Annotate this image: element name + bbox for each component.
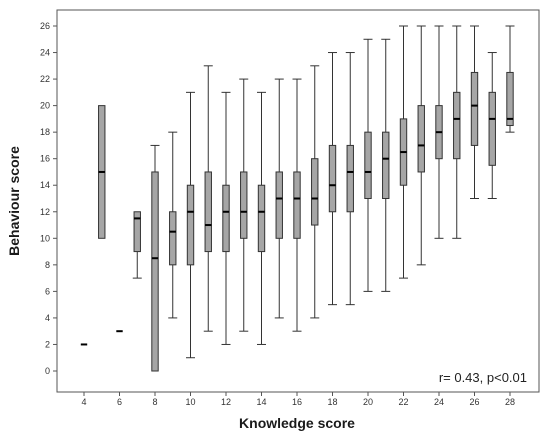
x-tick-label: 28 bbox=[505, 397, 515, 407]
y-tick-label: 12 bbox=[40, 207, 50, 217]
box-9 bbox=[168, 131, 178, 319]
x-tick-label: 24 bbox=[434, 397, 444, 407]
box-15 bbox=[274, 78, 284, 319]
box-13 bbox=[239, 78, 249, 332]
iqr-box bbox=[417, 105, 425, 173]
box-18 bbox=[328, 52, 337, 306]
plot-frame bbox=[56, 9, 540, 393]
x-tick-label: 10 bbox=[185, 397, 195, 407]
iqr-box bbox=[222, 184, 230, 253]
x-tick-label: 26 bbox=[469, 397, 479, 407]
y-tick-label: 6 bbox=[45, 286, 50, 296]
x-tick-label: 16 bbox=[292, 397, 302, 407]
x-axis-label: Knowledge score bbox=[239, 415, 355, 431]
iqr-box bbox=[488, 91, 496, 166]
box-16 bbox=[292, 78, 302, 332]
iqr-box bbox=[186, 184, 195, 266]
iqr-box bbox=[257, 184, 266, 253]
correlation-annotation: r= 0.43, p<0.01 bbox=[439, 370, 527, 385]
box-5 bbox=[98, 105, 106, 239]
iqr-box bbox=[328, 144, 337, 213]
box-10 bbox=[186, 91, 195, 359]
box-28 bbox=[505, 25, 515, 133]
box-19 bbox=[345, 52, 355, 306]
iqr-box bbox=[364, 131, 372, 199]
iqr-box bbox=[240, 171, 248, 239]
box-8 bbox=[150, 144, 160, 372]
iqr-box bbox=[275, 171, 283, 239]
y-tick-label: 8 bbox=[45, 260, 50, 270]
y-tick-label: 26 bbox=[40, 21, 50, 31]
box-21 bbox=[381, 38, 391, 292]
box-17 bbox=[310, 65, 320, 319]
y-tick-label: 24 bbox=[40, 48, 50, 58]
y-tick-label: 10 bbox=[40, 233, 50, 243]
boxes bbox=[80, 25, 515, 372]
y-tick-label: 14 bbox=[40, 180, 50, 190]
iqr-box bbox=[133, 211, 141, 253]
x-tick-label: 18 bbox=[327, 397, 337, 407]
x-tick-label: 6 bbox=[117, 397, 122, 407]
y-tick-label: 20 bbox=[40, 101, 50, 111]
y-tick-label: 2 bbox=[45, 339, 50, 349]
box-25 bbox=[452, 25, 462, 239]
iqr-box bbox=[169, 211, 177, 266]
box-7 bbox=[132, 211, 142, 279]
box-27 bbox=[487, 52, 497, 199]
iqr-box bbox=[151, 171, 159, 372]
y-tick-label: 18 bbox=[40, 127, 50, 137]
box-14 bbox=[257, 91, 266, 345]
box-12 bbox=[221, 91, 231, 345]
box-22 bbox=[399, 25, 408, 279]
x-tick-label: 14 bbox=[256, 397, 266, 407]
y-axis-label: Behaviour score bbox=[6, 146, 22, 256]
box-11 bbox=[203, 65, 213, 332]
iqr-box bbox=[382, 131, 390, 199]
box-26 bbox=[470, 25, 479, 199]
box-20 bbox=[363, 38, 373, 292]
iqr-box bbox=[470, 71, 479, 146]
x-tick-label: 4 bbox=[81, 397, 86, 407]
x-axis: 4 6 8 10 12 14 16 18 20 22 24 26 28 bbox=[81, 392, 515, 407]
iqr-box bbox=[453, 91, 461, 160]
iqr-box bbox=[204, 171, 212, 253]
iqr-box bbox=[311, 158, 319, 226]
x-tick-label: 12 bbox=[221, 397, 231, 407]
box-24 bbox=[434, 25, 444, 239]
x-tick-label: 20 bbox=[363, 397, 373, 407]
iqr-box bbox=[346, 144, 354, 213]
box-23 bbox=[416, 25, 426, 266]
iqr-box bbox=[293, 171, 301, 239]
y-tick-label: 22 bbox=[40, 74, 50, 84]
y-tick-label: 16 bbox=[40, 154, 50, 164]
iqr-box bbox=[506, 71, 514, 127]
y-tick-label: 0 bbox=[45, 366, 50, 376]
x-tick-label: 8 bbox=[152, 397, 157, 407]
y-tick-label: 4 bbox=[45, 313, 50, 323]
x-tick-label: 22 bbox=[398, 397, 408, 407]
